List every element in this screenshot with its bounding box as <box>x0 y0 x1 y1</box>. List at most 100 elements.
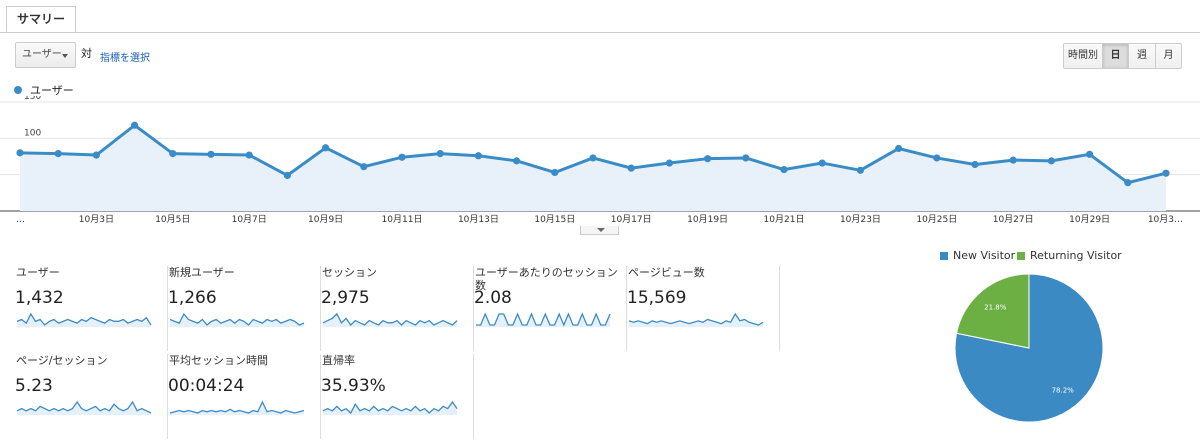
data-point <box>1047 157 1055 165</box>
sparkline-line <box>476 312 611 327</box>
series-dot-icon <box>14 86 22 94</box>
report-tab-bar: サマリー <box>0 0 1200 33</box>
data-point <box>551 168 559 177</box>
metric-label: セッション <box>322 266 377 279</box>
x-tick-label: 10月29日 <box>1069 214 1110 225</box>
data-point <box>1086 150 1094 158</box>
data-point <box>1009 156 1017 164</box>
metric-label: 平均セッション時間 <box>169 354 268 367</box>
data-point <box>283 171 291 179</box>
metric-select-value: ユーザー <box>22 49 62 60</box>
series-name: ユーザー <box>30 84 74 97</box>
granularity-month-button[interactable]: 月 <box>1156 43 1182 69</box>
legend-label-new: New Visitor <box>953 249 1016 262</box>
x-tick-label: 10月13日 <box>458 214 499 225</box>
data-point <box>627 164 635 172</box>
legend-swatch-returning <box>1017 251 1025 260</box>
data-point <box>245 151 253 159</box>
data-point <box>360 163 368 171</box>
sparkline-area <box>323 314 457 327</box>
metric-card[interactable]: 新規ユーザー 1,266 <box>168 266 321 351</box>
metric-value: 00:04:24 <box>168 376 245 396</box>
x-tick-label: 10月19日 <box>687 214 728 225</box>
x-tick-label: 10月9日 <box>308 214 343 225</box>
data-point <box>513 157 521 165</box>
visitor-pie-chart: 78.2% 21.8% <box>954 273 1104 423</box>
metric-card[interactable]: ページ/セッション 5.23 <box>15 354 168 439</box>
metric-sparkline <box>16 400 152 415</box>
vs-label: 対 <box>81 47 92 60</box>
metric-label: ユーザーあたりのセッション数 <box>475 266 618 292</box>
data-point <box>589 154 597 162</box>
metric-card[interactable]: 平均セッション時間 00:04:24 <box>168 354 321 439</box>
sparkline-area <box>17 402 151 415</box>
select-metric-link[interactable]: 指標を選択 <box>100 53 150 64</box>
metric-value: 2.08 <box>474 288 512 308</box>
x-tick-label: 10月27日 <box>993 214 1034 225</box>
x-tick-label: … <box>16 215 25 225</box>
tab-summary[interactable]: サマリー <box>6 6 77 32</box>
granularity-hourly-button[interactable]: 時間別 <box>1063 43 1103 69</box>
pie-slice <box>955 273 1030 349</box>
metric-select[interactable]: ユーザー <box>15 42 76 68</box>
metric-card[interactable]: ユーザーあたりのセッション数 2.08 <box>474 266 627 351</box>
x-tick-label: 10月23日 <box>840 214 881 225</box>
pie-slice <box>954 273 1104 423</box>
metric-card[interactable]: 直帰率 35.93% <box>321 354 474 439</box>
data-point <box>1162 169 1170 177</box>
metric-value: 1,266 <box>168 288 217 308</box>
metric-sparkline <box>322 400 458 415</box>
pie-legend-returning: Returning Visitor <box>1017 249 1122 262</box>
metric-sparkline <box>169 400 305 415</box>
data-point <box>665 159 674 167</box>
data-point <box>895 144 903 153</box>
metric-label: 新規ユーザー <box>169 266 235 279</box>
data-point <box>436 149 444 158</box>
granularity-week-button[interactable]: 週 <box>1129 43 1156 69</box>
data-point <box>322 144 330 152</box>
granularity-toggle: 時間別 日 週 月 <box>1063 43 1182 69</box>
data-point <box>933 154 941 162</box>
data-point <box>780 165 788 174</box>
legend-swatch-new <box>940 251 948 260</box>
x-tick-label: 10月15日 <box>534 214 575 225</box>
data-point <box>207 150 215 158</box>
data-point <box>131 121 139 129</box>
sparkline-line <box>16 400 152 414</box>
metric-label: ページ/セッション <box>16 354 108 367</box>
x-tick-label: 10月21日 <box>764 214 805 225</box>
x-tick-label: 10月7日 <box>232 214 267 225</box>
metric-card[interactable]: ユーザー 1,432 <box>15 266 168 351</box>
granularity-day-button[interactable]: 日 <box>1103 43 1129 69</box>
data-point <box>169 149 177 158</box>
metric-card[interactable]: ページビュー数 15,569 <box>627 266 780 351</box>
pie-legend-new: New Visitor <box>940 249 1015 262</box>
x-tick-label: 10月11日 <box>382 214 423 225</box>
users-line-chart: 15010050…10月3日10月5日10月7日10月9日10月11日10月13… <box>0 96 1200 225</box>
data-point <box>742 154 750 162</box>
metric-label: 直帰率 <box>322 354 355 367</box>
sparkline-area <box>323 402 457 415</box>
data-point <box>1124 179 1132 187</box>
data-point <box>16 149 24 157</box>
sparkline-line <box>169 312 305 326</box>
metric-value: 2,975 <box>321 288 370 308</box>
sparkline-line <box>322 312 458 326</box>
metric-sparkline <box>322 312 458 327</box>
x-tick-label: 10月25日 <box>916 214 957 225</box>
data-point <box>398 153 406 161</box>
metric-value: 1,432 <box>15 288 64 308</box>
metric-label: ユーザー <box>16 266 60 279</box>
metric-label: ページビュー数 <box>628 266 705 279</box>
metric-sparkline <box>628 312 764 327</box>
legend-label-returning: Returning Visitor <box>1030 249 1122 262</box>
data-point <box>971 160 979 169</box>
pie-data-label: 21.8% <box>984 304 1007 312</box>
metric-sparkline <box>16 312 152 327</box>
metric-card[interactable]: セッション 2,975 <box>321 266 474 351</box>
sparkline-area <box>629 314 763 327</box>
sparkline-line <box>169 400 305 414</box>
chart-legend: ユーザー <box>14 82 74 98</box>
metric-sparkline <box>476 312 611 327</box>
chart-collapse-handle[interactable] <box>580 226 619 235</box>
